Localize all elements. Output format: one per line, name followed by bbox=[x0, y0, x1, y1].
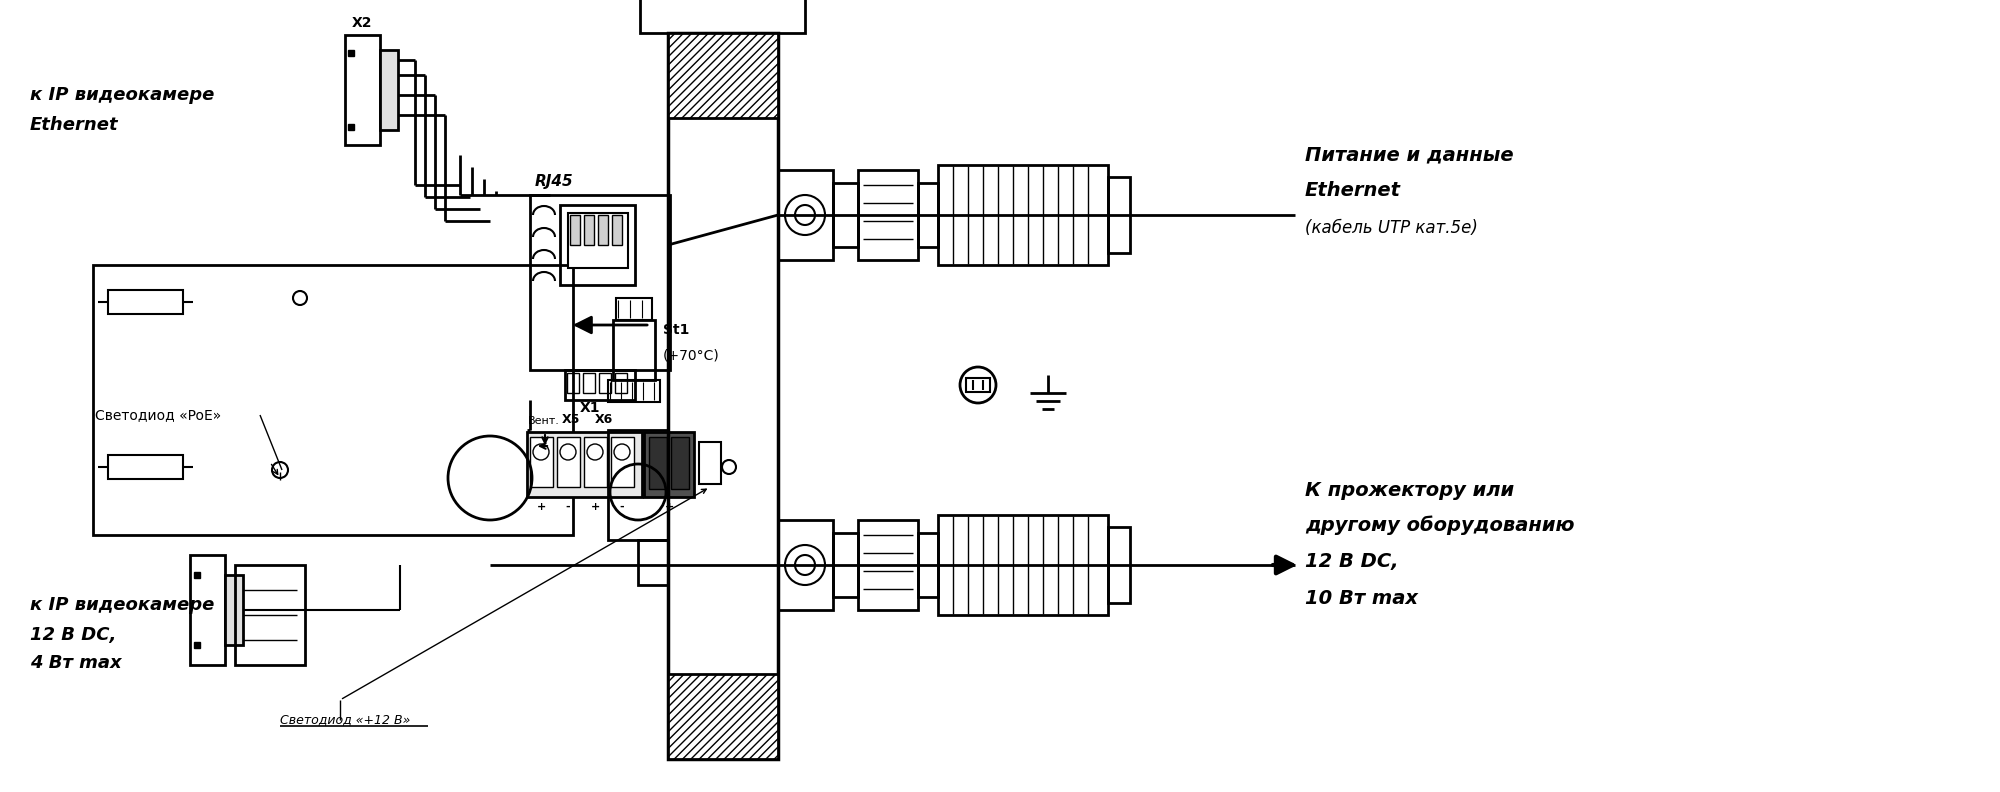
Bar bbox=[108, 455, 184, 479]
Bar bbox=[834, 533, 858, 597]
Text: (кабель UTP кат.5е): (кабель UTP кат.5е) bbox=[1304, 219, 1478, 237]
Text: 10 Вт max: 10 Вт max bbox=[1304, 588, 1418, 607]
Bar bbox=[346, 35, 380, 145]
Bar bbox=[616, 373, 628, 393]
Text: X5: X5 bbox=[562, 413, 580, 426]
Bar bbox=[94, 265, 574, 535]
Bar bbox=[584, 373, 596, 393]
Text: к IP видеокамере: к IP видеокамере bbox=[30, 86, 214, 104]
Bar bbox=[570, 215, 580, 245]
Bar bbox=[650, 437, 668, 489]
Bar bbox=[668, 674, 778, 759]
Text: X1: X1 bbox=[580, 401, 600, 415]
Bar bbox=[938, 165, 1108, 265]
Bar bbox=[616, 298, 652, 320]
Text: +: + bbox=[664, 502, 674, 512]
Text: +: + bbox=[536, 502, 546, 512]
Text: 12 В DC,: 12 В DC, bbox=[30, 626, 116, 644]
Text: RJ45: RJ45 bbox=[536, 174, 574, 189]
Text: -: - bbox=[566, 502, 570, 512]
Bar bbox=[226, 575, 244, 645]
Text: Светодиод «PoE»: Светодиод «PoE» bbox=[96, 408, 222, 422]
Text: Ethernet: Ethernet bbox=[30, 116, 118, 134]
Bar bbox=[530, 195, 670, 370]
Text: К прожектору или: К прожектору или bbox=[1304, 481, 1514, 500]
Bar bbox=[568, 373, 580, 393]
Bar bbox=[778, 520, 834, 610]
Bar bbox=[614, 320, 656, 380]
Bar bbox=[566, 370, 636, 400]
Bar bbox=[108, 290, 184, 314]
Bar bbox=[668, 33, 778, 118]
Bar bbox=[918, 183, 938, 247]
Bar bbox=[612, 437, 634, 487]
Bar bbox=[568, 213, 628, 268]
Bar bbox=[612, 215, 622, 245]
Bar bbox=[1108, 527, 1130, 603]
Text: X6: X6 bbox=[596, 413, 614, 426]
Bar bbox=[600, 373, 612, 393]
Text: Питание и данные: Питание и данные bbox=[1304, 146, 1514, 165]
Text: -: - bbox=[620, 502, 624, 512]
Bar bbox=[644, 432, 694, 497]
Bar bbox=[672, 437, 690, 489]
Bar bbox=[1108, 177, 1130, 253]
Bar bbox=[966, 378, 990, 392]
Bar bbox=[530, 437, 554, 487]
Bar bbox=[668, 33, 778, 759]
Text: (+70°C): (+70°C) bbox=[664, 348, 720, 362]
Bar bbox=[778, 170, 834, 260]
Bar bbox=[858, 170, 918, 260]
Bar bbox=[938, 515, 1108, 615]
Text: X2: X2 bbox=[352, 16, 372, 30]
Text: Светодиод «+12 В»: Светодиод «+12 В» bbox=[280, 714, 410, 726]
Bar bbox=[560, 205, 636, 285]
Bar bbox=[640, 0, 806, 33]
Text: +: + bbox=[590, 502, 600, 512]
Text: Ethernet: Ethernet bbox=[1304, 181, 1400, 200]
Bar bbox=[584, 215, 594, 245]
Bar bbox=[528, 432, 642, 497]
Bar bbox=[918, 533, 938, 597]
Text: 4 Вт max: 4 Вт max bbox=[30, 654, 122, 672]
Bar bbox=[558, 437, 580, 487]
Bar bbox=[638, 540, 668, 585]
Bar bbox=[380, 50, 398, 130]
Bar bbox=[190, 555, 226, 665]
Bar bbox=[834, 183, 858, 247]
Bar bbox=[236, 565, 306, 665]
Text: другому оборудованию: другому оборудованию bbox=[1304, 516, 1574, 535]
Text: к IP видеокамере: к IP видеокамере bbox=[30, 596, 214, 614]
Bar bbox=[700, 442, 722, 484]
Bar bbox=[608, 430, 668, 540]
Text: Вент.: Вент. bbox=[528, 416, 560, 426]
Bar bbox=[598, 215, 608, 245]
Text: 12 В DC,: 12 В DC, bbox=[1304, 553, 1398, 572]
Bar bbox=[858, 520, 918, 610]
Bar bbox=[608, 380, 660, 402]
Bar bbox=[584, 437, 608, 487]
Text: St1: St1 bbox=[664, 323, 690, 337]
